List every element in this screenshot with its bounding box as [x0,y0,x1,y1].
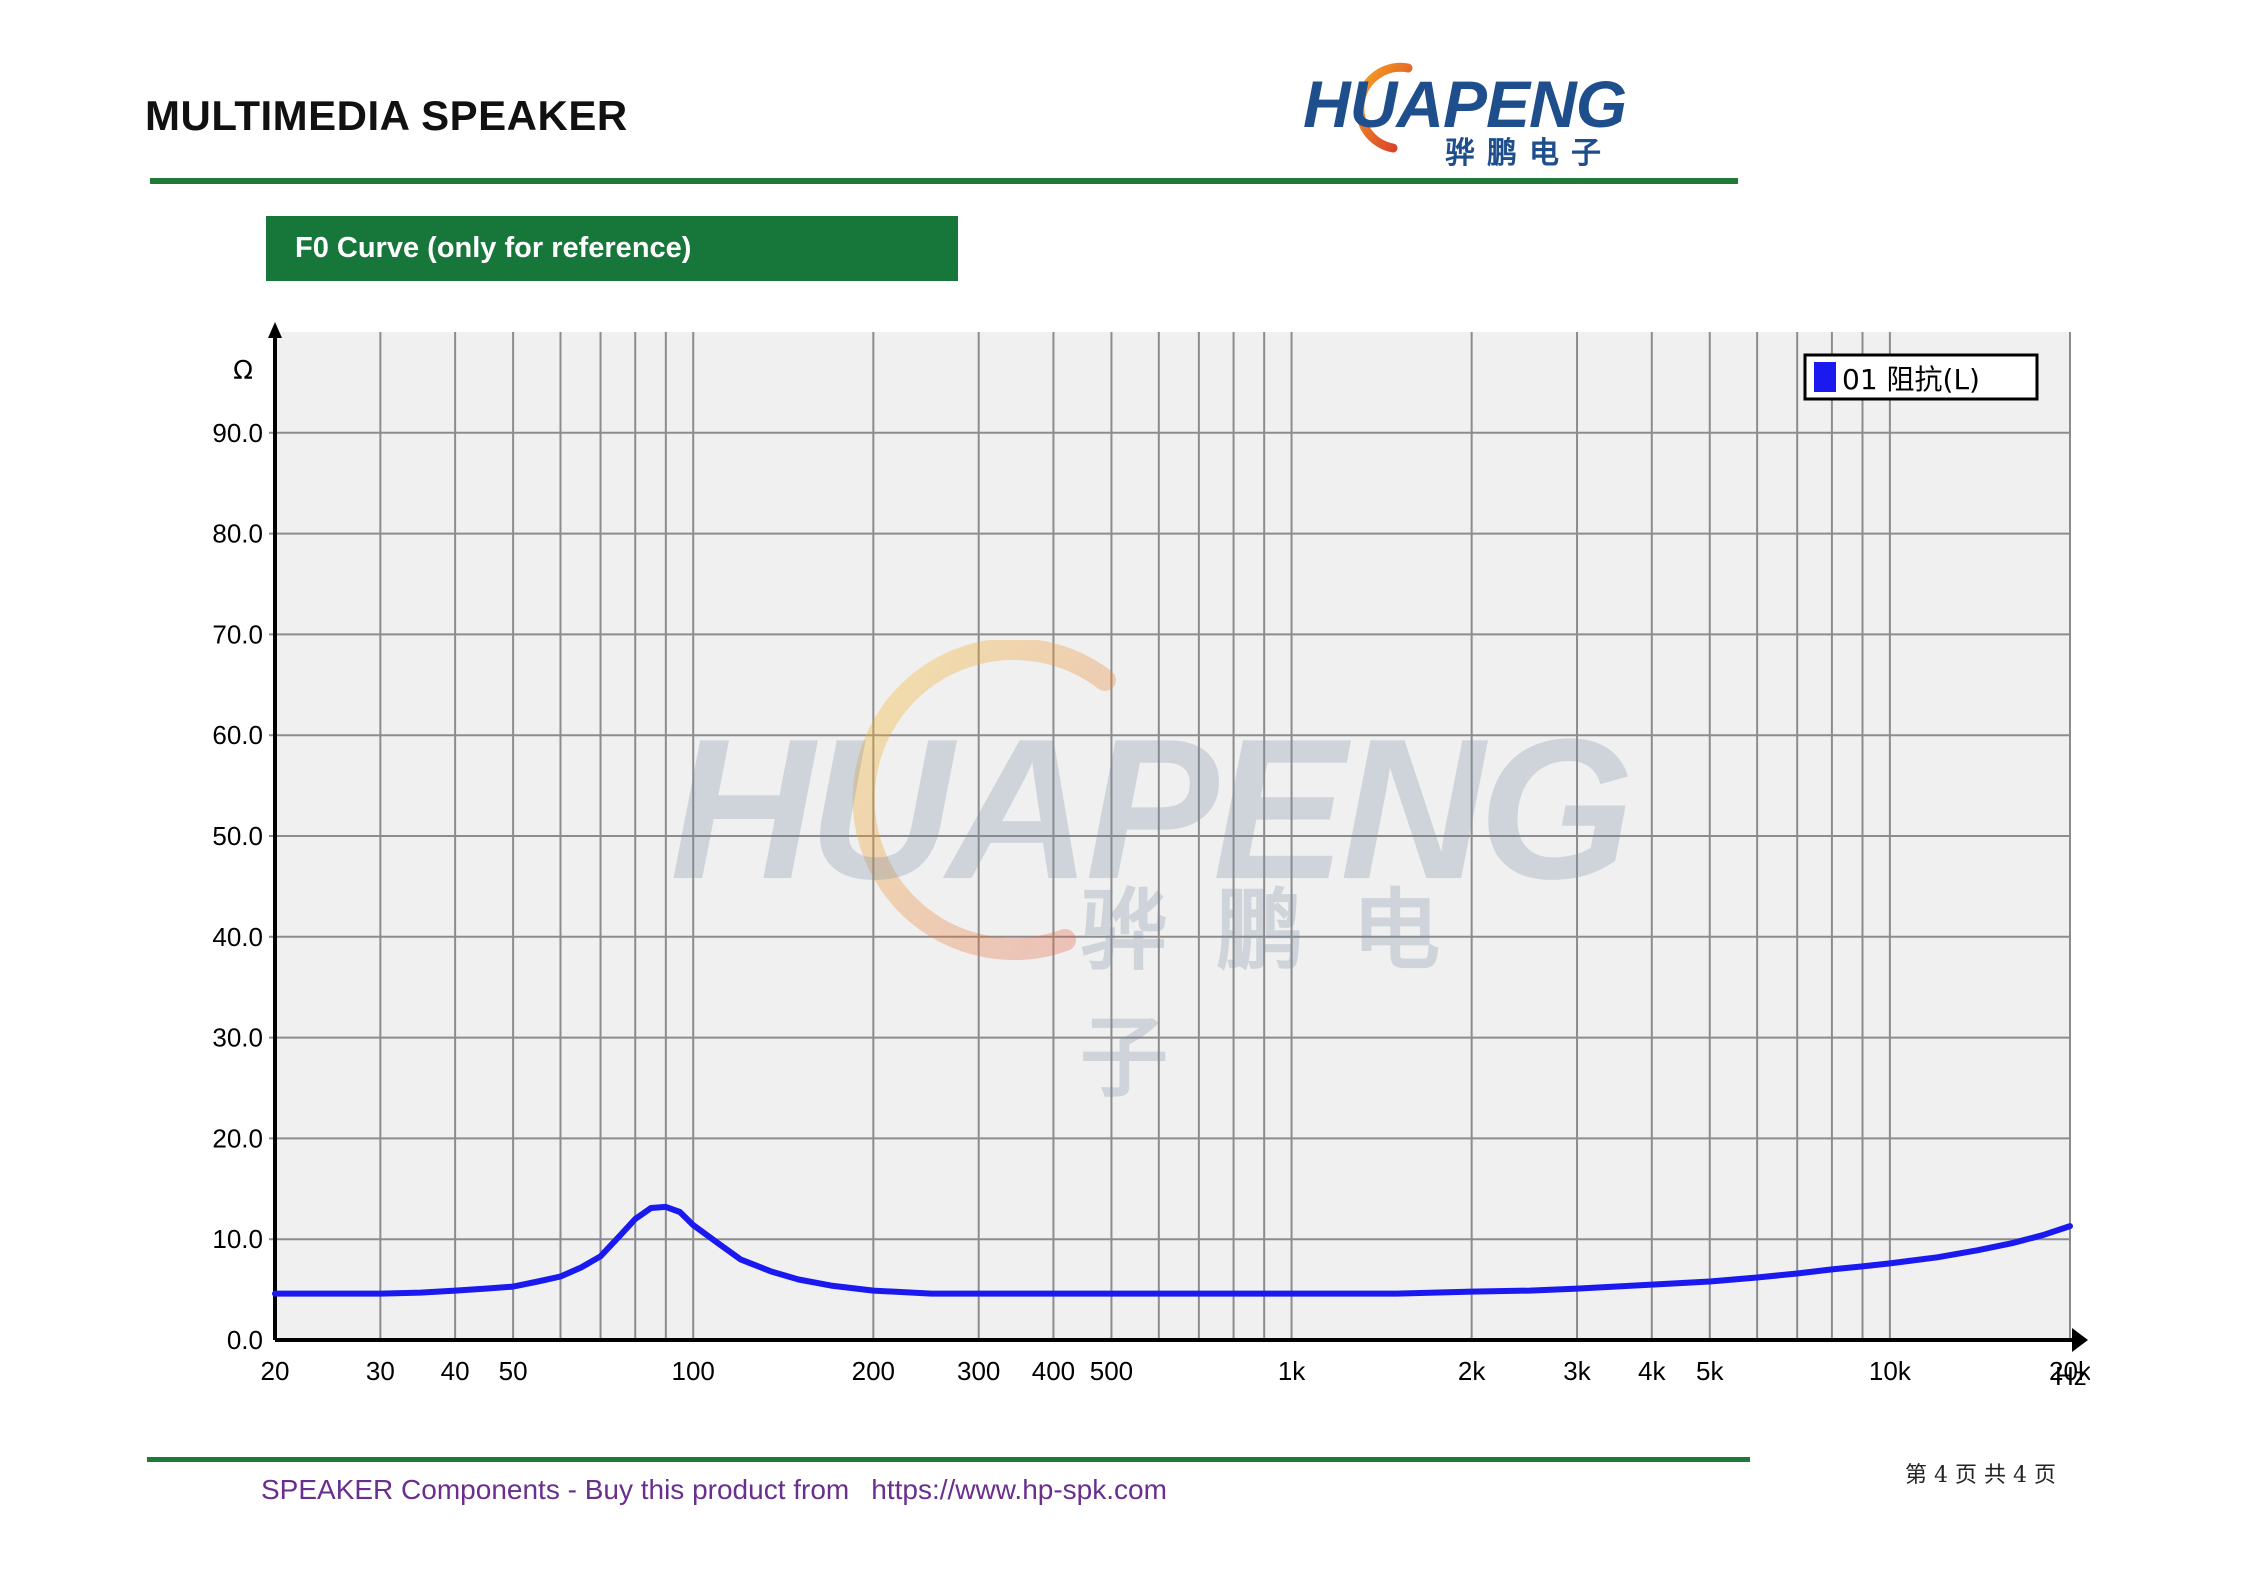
x-tick-label: 1k [1278,1356,1306,1386]
x-tick-label: 30 [366,1356,395,1386]
x-tick-label: 200 [852,1356,895,1386]
x-tick-label: 100 [672,1356,715,1386]
page-number: 第 4 页 共 4 页 [1905,1463,2056,1488]
y-tick-label: 80.0 [212,519,263,549]
x-tick-label: 10k [1869,1356,1912,1386]
impedance-chart: 0.0 10.0 20.0 30.0 40.0 50.0 60.0 70.0 80.0 90.0 2… [170,320,2090,1400]
legend-label: 01 阻抗(L) [1842,363,1980,396]
y-tick-label: 10.0 [212,1224,263,1254]
footer-note: SPEAKER Components - Buy this product fr… [261,1474,1167,1506]
legend-box [1803,353,2039,401]
x-axis-arrow-icon [2072,1328,2088,1352]
y-tick-label: 0.0 [227,1325,263,1355]
x-tick-label: 5k [1696,1356,1724,1386]
x-tick-label: 500 [1090,1356,1133,1386]
y-axis-label: Ω [233,356,253,386]
footer-link[interactable]: https://www.hp-spk.com [871,1474,1167,1505]
x-tick-label: 2k [1458,1356,1486,1386]
brand-logo: HUAPENG 骅鹏电子 [1295,48,1635,170]
y-tick-label: 30.0 [212,1023,263,1053]
x-tick-label: 40 [441,1356,470,1386]
section-heading-label: F0 Curve (only for reference) [295,232,692,264]
footer-text: SPEAKER Components - Buy this product fr… [261,1474,850,1505]
x-axis-label: Hz [2055,1361,2087,1391]
y-tick-label: 50.0 [212,821,263,851]
logo-swoosh-icon [1355,62,1413,153]
y-tick-label: 70.0 [212,619,263,649]
section-heading: F0 Curve (only for reference) [266,216,958,281]
y-axis-arrow-icon [268,322,282,338]
y-tick-label: 20.0 [212,1123,263,1153]
y-tick-label: 60.0 [212,720,263,750]
logo-wordmark: HUAPENG [1303,67,1627,141]
x-tick-label: 400 [1032,1356,1075,1386]
x-tick-label: 50 [499,1356,528,1386]
document-title: MULTIMEDIA SPEAKER [145,92,628,139]
legend: 01 阻抗(L) [1803,353,2039,401]
x-tick-label: 3k [1563,1356,1591,1386]
x-tick-label: 20k [2049,1356,2090,1386]
y-tick-label: 90.0 [212,418,263,448]
chart-svg: 0.0 10.0 20.0 30.0 40.0 50.0 60.0 70.0 80.0 90.0 2… [212,322,2090,1391]
series-line [272,1203,2073,1297]
x-tick-label: 20 [261,1356,290,1386]
legend-swatch [1814,362,1836,392]
y-tick-label: 40.0 [212,922,263,952]
x-tick-label: 4k [1638,1356,1666,1386]
footer-divider [147,1457,1750,1462]
header-divider [150,178,1738,184]
x-tick-label: 300 [957,1356,1000,1386]
logo-chinese-name: 骅鹏电子 [1445,137,1613,170]
